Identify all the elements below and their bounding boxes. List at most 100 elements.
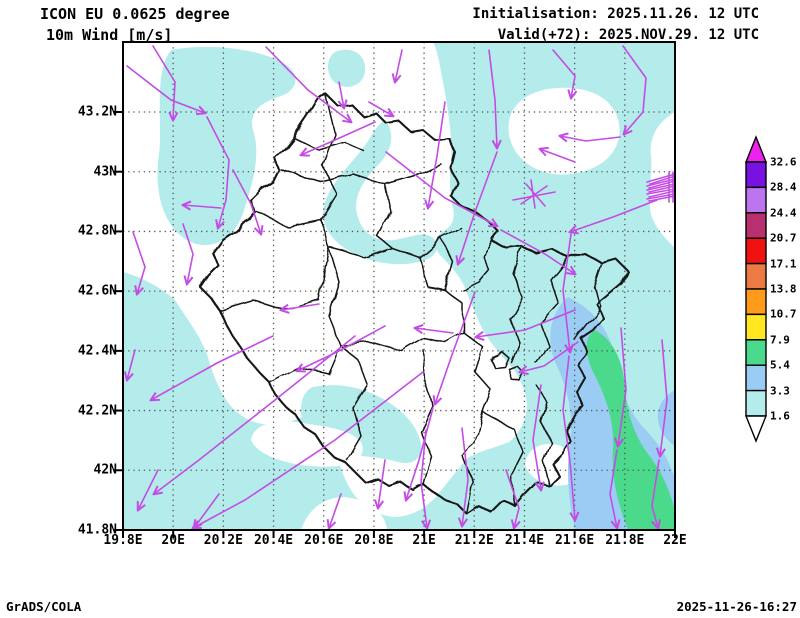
model-title: ICON EU 0.0625 degree (40, 5, 230, 23)
wind-arrow (415, 328, 454, 333)
municipality-border (536, 385, 552, 487)
wind-arrow-cluster-line (646, 193, 676, 200)
shade-region-white (508, 87, 620, 175)
colorbar-arrow-bottom (744, 415, 768, 443)
wind-arrow (193, 371, 424, 528)
wind-arrow (562, 233, 571, 352)
colorbar-segment (745, 339, 767, 366)
x-tick-label: 20.6E (304, 533, 344, 548)
municipality-border (377, 183, 392, 248)
wind-arrow-cluster-line (646, 173, 676, 183)
grads-credit: GrADS/COLA (6, 599, 82, 614)
colorbar-label: 5.4 (770, 358, 790, 372)
colorbar-segment (745, 313, 767, 341)
wind-arrow (378, 459, 386, 508)
wind-arrow (152, 45, 175, 120)
municipality-border (280, 163, 442, 185)
municipality-border (328, 247, 342, 347)
shade-region-cyan (327, 49, 366, 87)
municipality-border (462, 331, 492, 413)
colorbar-label: 28.4 (770, 180, 797, 194)
wind-arrow-cluster-line (648, 185, 676, 193)
wind-arrow (232, 169, 261, 234)
shade-region-cyan (323, 120, 438, 265)
wind-arrow (560, 136, 621, 141)
wind-arrow (368, 101, 393, 116)
municipality-border (420, 349, 434, 485)
enclave-border (490, 351, 510, 369)
municipality-border (340, 331, 464, 351)
shade-region-cyan (157, 46, 296, 246)
x-tick-label: 21E (412, 533, 436, 548)
wind-arrow (552, 49, 575, 98)
wind-arrow-cluster-line (648, 195, 676, 202)
x-tick-label: 21.8E (605, 533, 645, 548)
colorbar-segment (745, 262, 767, 290)
x-tick-label: 19.8E (103, 533, 143, 548)
wind-arrow (435, 291, 476, 404)
wind-arrow (297, 325, 386, 371)
wind-arrow (265, 46, 351, 122)
municipality-border (218, 247, 330, 311)
municipality-border (328, 227, 462, 258)
wind-arrow (154, 335, 356, 494)
x-tick-label: 20.2E (203, 533, 243, 548)
municipality-border (510, 247, 524, 363)
wind-arrow (428, 101, 446, 208)
x-tick-label: 22E (663, 533, 687, 548)
wind-arrow (329, 493, 342, 528)
municipality-border (294, 137, 364, 151)
colorbar-segment (745, 212, 767, 239)
valid-time: Valid(+72): 2025.NOV.29. 12 UTC (497, 27, 759, 43)
y-tick-label: 42.6N (77, 283, 117, 299)
y-tick-label: 43N (93, 164, 117, 180)
map-plot-area (114, 41, 676, 538)
x-tick-label: 21.4E (504, 533, 545, 548)
municipality-border (462, 411, 484, 513)
wind-arrow (206, 116, 230, 228)
wind-arrow (540, 149, 576, 163)
wind-arrow-cluster-line (530, 179, 536, 209)
municipality-border (340, 345, 368, 461)
wind-speed-shading (123, 42, 675, 530)
wind-arrow (183, 205, 222, 208)
colorbar-label: 17.1 (770, 257, 797, 271)
country-outline (199, 92, 629, 516)
shade-region-white (251, 420, 363, 467)
wind-arrow (194, 493, 220, 528)
wind-arrow (570, 199, 658, 232)
colorbar-arrow-top (744, 135, 768, 163)
wind-arrows (127, 45, 676, 528)
x-tick-label: 20.8E (354, 533, 394, 548)
municipality-border (482, 411, 524, 505)
wind-arrow (500, 229, 575, 274)
plot-frame (122, 41, 676, 531)
wind-arrow (488, 49, 497, 148)
colorbar-label: 1.6 (770, 409, 790, 423)
colorbar-label: 3.3 (770, 384, 790, 398)
colorbar-segment (745, 186, 767, 214)
creation-timestamp: 2025-11-26-16:27 (676, 599, 797, 614)
wind-arrow-cluster-line (520, 185, 548, 205)
colorbar-label: 13.8 (770, 282, 797, 296)
municipality-border (462, 241, 494, 291)
municipality-border (574, 261, 602, 341)
parameter-title: 10m Wind [m/s] (46, 26, 173, 44)
colorbar-segment (745, 161, 767, 189)
wind-arrow (462, 427, 469, 526)
axis-ticks (114, 111, 676, 538)
colorbar-canvas (744, 135, 768, 443)
municipality-border (418, 256, 446, 291)
y-tick-label: 42N (93, 462, 117, 478)
initialisation-time: Initialisation: 2025.11.26. 12 UTC (472, 6, 759, 22)
municipality-border (256, 211, 322, 228)
municipality-border (536, 257, 570, 365)
wind-arrow (281, 303, 320, 310)
wind-arrow (151, 335, 274, 400)
wind-arrow (458, 151, 498, 264)
colorbar-segment (745, 364, 767, 392)
wind-arrow (132, 231, 146, 294)
y-tick-label: 42.2N (77, 403, 117, 419)
enclave-border (508, 365, 524, 380)
